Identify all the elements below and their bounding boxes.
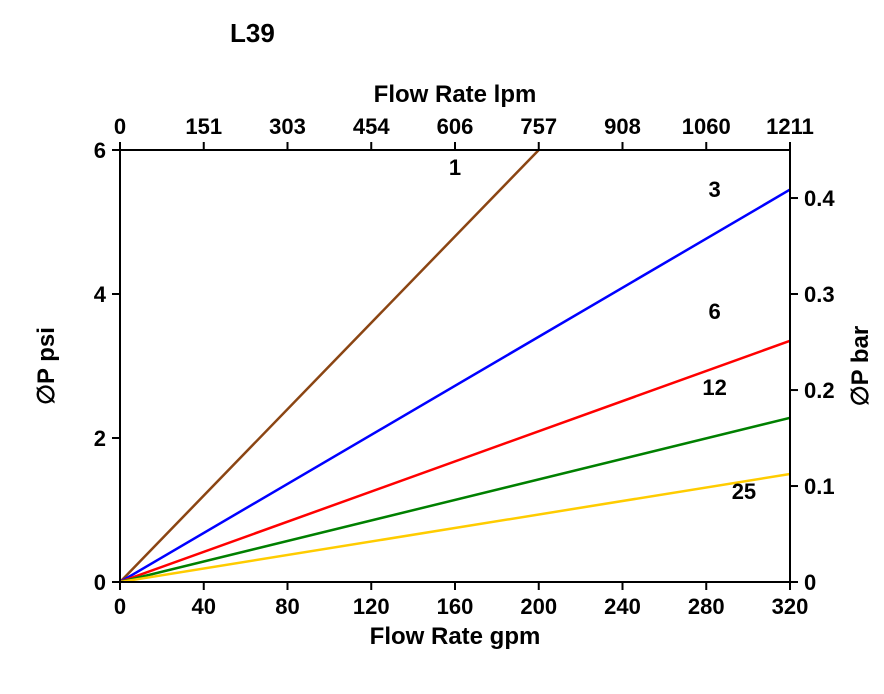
series-label-25: 25: [732, 479, 756, 504]
chart-title: L39: [230, 18, 275, 48]
x-top-tick: 151: [185, 114, 222, 139]
series-label-12: 12: [702, 375, 726, 400]
y-left-tick: 4: [94, 282, 107, 307]
series-label-6: 6: [709, 299, 721, 324]
x-bottom-tick: 120: [353, 594, 390, 619]
y-left-tick: 0: [94, 570, 106, 595]
y-left-label: ∅P psi: [33, 327, 60, 405]
x-top-label: Flow Rate lpm: [374, 81, 537, 108]
x-top-tick: 0: [114, 114, 126, 139]
x-bottom-tick: 240: [604, 594, 641, 619]
x-bottom-tick: 320: [772, 594, 809, 619]
y-right-label: ∅P bar: [847, 326, 874, 407]
y-left-tick: 6: [94, 138, 106, 163]
pressure-flow-chart: 04080120160200240280320Flow Rate gpm0151…: [0, 0, 884, 694]
x-bottom-tick: 40: [192, 594, 216, 619]
x-top-tick: 606: [437, 114, 474, 139]
y-right-tick: 0.3: [804, 282, 835, 307]
x-bottom-tick: 200: [520, 594, 557, 619]
x-top-tick: 1211: [766, 114, 814, 139]
x-bottom-label: Flow Rate gpm: [370, 623, 541, 650]
x-bottom-tick: 160: [437, 594, 474, 619]
chart-svg: 04080120160200240280320Flow Rate gpm0151…: [0, 0, 884, 694]
series-label-1: 1: [449, 155, 461, 180]
x-top-tick: 303: [269, 114, 306, 139]
x-top-tick: 1060: [682, 114, 731, 139]
x-bottom-tick: 80: [275, 594, 299, 619]
y-right-tick: 0.2: [804, 378, 835, 403]
x-top-tick: 757: [520, 114, 557, 139]
x-bottom-tick: 280: [688, 594, 725, 619]
x-bottom-tick: 0: [114, 594, 126, 619]
y-right-tick: 0: [804, 570, 816, 595]
y-right-tick: 0.4: [804, 186, 835, 211]
x-top-tick: 908: [604, 114, 641, 139]
y-left-tick: 2: [94, 426, 106, 451]
x-top-tick: 454: [353, 114, 390, 139]
y-right-tick: 0.1: [804, 474, 835, 499]
series-label-3: 3: [709, 177, 721, 202]
